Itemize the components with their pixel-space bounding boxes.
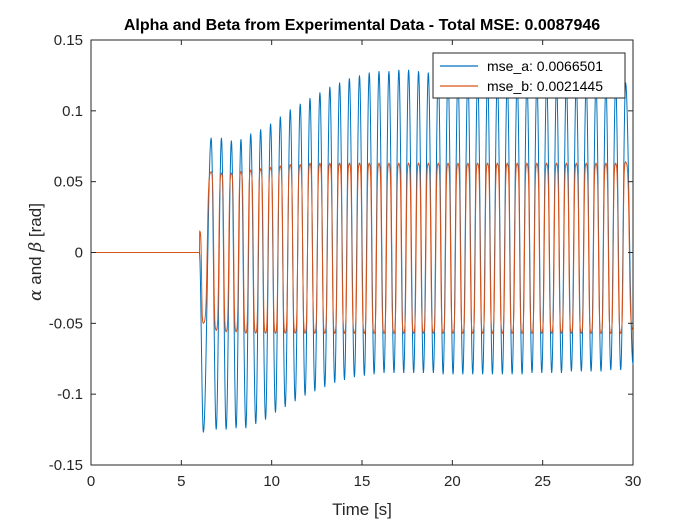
- x-tick-label: 20: [444, 473, 461, 490]
- y-tick-label: 0.1: [62, 103, 83, 120]
- x-tick-label: 25: [534, 473, 551, 490]
- series-line-mse-b: [91, 161, 634, 335]
- legend-label-mse-a: mse_a: 0.0066501: [487, 58, 603, 74]
- series-layer: [91, 69, 634, 433]
- y-tick-label: -0.05: [49, 315, 83, 332]
- y-axis-label-and: and: [26, 252, 45, 290]
- x-axis-label: Time [s]: [332, 500, 392, 519]
- x-tick-label: 5: [177, 473, 185, 490]
- x-tick-label: 30: [625, 473, 642, 490]
- y-tick-label: 0: [75, 245, 83, 262]
- x-tick-label: 10: [263, 473, 280, 490]
- ticks-layer: 0 5 10 15 20 25 30 -0.15 -0.1 -0.05 0 0.05 0.1 0.15: [49, 32, 642, 490]
- legend-box: [432, 52, 626, 99]
- y-tick-label: 0.15: [54, 32, 83, 49]
- y-axis-label-beta: β: [26, 242, 46, 253]
- y-axis-label-alpha: α: [26, 289, 46, 301]
- x-tick-label: 15: [354, 473, 371, 490]
- x-tick-label: 0: [87, 473, 95, 490]
- y-tick-label: -0.1: [57, 386, 83, 403]
- plot-area: 0 5 10 15 20 25 30 -0.15 -0.1 -0.05 0 0.05 0.1 0.15: [49, 32, 642, 490]
- y-tick-label: 0.05: [54, 174, 83, 191]
- legend-label-mse-b: mse_b: 0.0021445: [487, 78, 603, 94]
- chart-title: Alpha and Beta from Experimental Data - …: [124, 17, 600, 34]
- y-tick-label: -0.15: [49, 457, 83, 474]
- y-axis-label-unit: [rad]: [26, 203, 45, 242]
- legend: mse_a: 0.0066501 mse_b: 0.0021445: [432, 52, 626, 99]
- y-axis-label: α and β [rad]: [26, 203, 46, 301]
